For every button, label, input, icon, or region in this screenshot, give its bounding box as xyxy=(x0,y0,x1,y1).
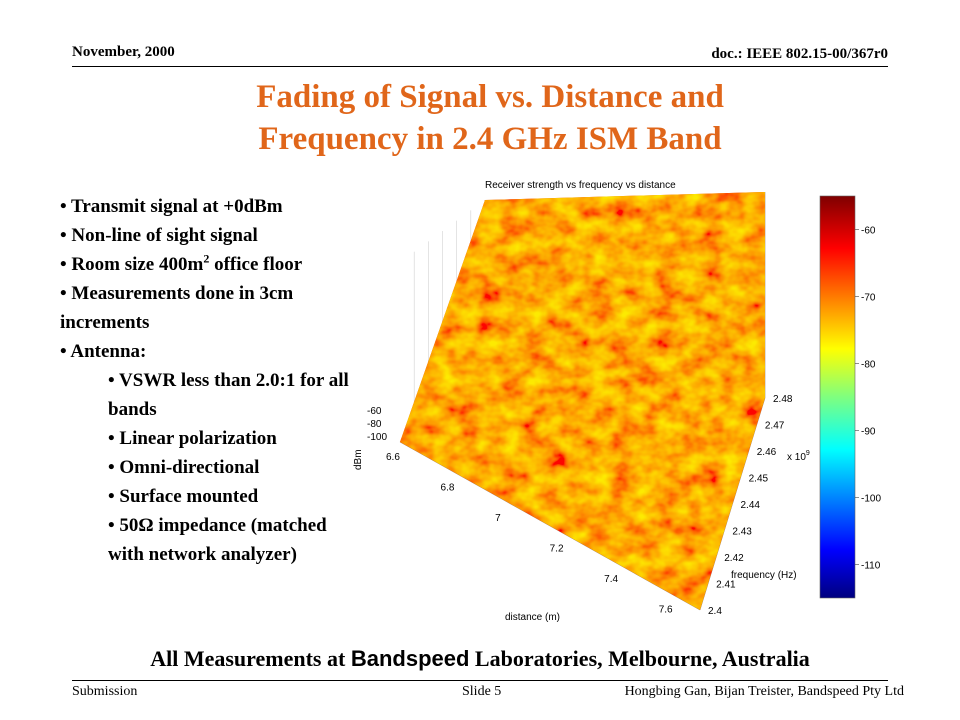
y-multiplier: x 109 xyxy=(787,450,810,463)
colorbar-tick-label: -110 xyxy=(861,561,881,572)
footer-rule xyxy=(72,680,888,681)
y-tick-label: 2.42 xyxy=(724,553,744,564)
x-tick-label: 7.4 xyxy=(604,574,618,585)
footer-authors: Hongbing Gan, Bijan Treister, Bandspeed … xyxy=(624,684,904,699)
bullet-room-size: • Room size 400m2 office floor xyxy=(60,250,360,279)
surface-chart: Receiver strength vs frequency vs distan… xyxy=(353,180,881,623)
z-axis-label: dBm xyxy=(353,449,364,470)
colorbar-tick-label: -90 xyxy=(861,427,876,438)
x-tick-label: 7 xyxy=(495,513,501,524)
x-tick-label: 7.2 xyxy=(550,544,564,555)
bullet-list: • Transmit signal at +0dBm • Non-line of… xyxy=(60,192,360,569)
footer-slide-number: Slide 5 xyxy=(462,684,502,699)
note-pre: All Measurements at xyxy=(150,646,351,671)
y-tick-label: 2.47 xyxy=(765,421,785,432)
colorbar-tick-label: -100 xyxy=(861,494,881,505)
z-tick-label: -80 xyxy=(367,419,382,430)
bullet-antenna: • Antenna: xyxy=(60,341,147,362)
sub-bullet-polarization: • Linear polarization xyxy=(108,428,277,449)
bullet-increments: • Measurements done in 3cm increments xyxy=(60,283,294,333)
bullet-nlos: • Non-line of sight signal xyxy=(60,225,258,246)
title-line-2: Frequency in 2.4 GHz ISM Band xyxy=(258,121,722,157)
colorbar-tick-label: -60 xyxy=(861,226,876,237)
footer-submission: Submission xyxy=(72,684,138,699)
y-tick-label: 2.48 xyxy=(773,394,793,405)
y-tick-label: 2.43 xyxy=(732,527,752,538)
z-tick-label: -100 xyxy=(367,432,387,443)
z-tick-label: -60 xyxy=(367,406,382,417)
z-tick-labels: -60 -80 -100 xyxy=(367,406,387,443)
colorbar xyxy=(819,195,856,599)
colorbar-tick-label: -80 xyxy=(861,360,876,371)
note-post: Laboratories, Melbourne, Australia xyxy=(469,646,810,671)
header-doc-id: doc.: IEEE 802.15-00/367r0 xyxy=(711,46,888,62)
chart-title: Receiver strength vs frequency vs distan… xyxy=(485,180,676,191)
signal-surface xyxy=(400,192,765,610)
x-tick-labels: 6.6 6.8 7 7.2 7.4 7.6 xyxy=(386,452,673,616)
x-axis-label: distance (m) xyxy=(505,612,560,623)
colorbar-tick-labels: -60 -70 -80 -90 -100 -110 xyxy=(855,226,881,572)
sub-bullet-vswr: • VSWR less than 2.0:1 for all bands xyxy=(108,370,349,420)
sub-bullet-impedance: • 50Ω impedance (matched with network an… xyxy=(108,515,327,565)
room-size-text: • Room size 400m xyxy=(60,254,204,275)
x-tick-label: 6.6 xyxy=(386,452,400,463)
sub-bullet-surface: • Surface mounted xyxy=(108,486,259,507)
colorbar-tick-label: -70 xyxy=(861,293,876,304)
brand-name: Bandspeed xyxy=(350,646,470,671)
y-tick-label: 2.44 xyxy=(741,500,761,511)
sub-bullet-omni: • Omni-directional xyxy=(108,457,260,478)
x-tick-label: 6.8 xyxy=(441,483,455,494)
y-tick-label: 2.46 xyxy=(757,447,777,458)
y-tick-label: 2.41 xyxy=(716,580,736,591)
y-axis-label: frequency (Hz) xyxy=(731,570,797,581)
measurements-note: All Measurements at Bandspeed Laboratori… xyxy=(0,646,960,672)
x-tick-label: 7.6 xyxy=(659,605,673,616)
room-size-text-end: office floor xyxy=(209,254,303,275)
y-multiplier-exponent: 9 xyxy=(806,450,810,457)
header-date: November, 2000 xyxy=(72,44,175,60)
slide-title: Fading of Signal vs. Distance and Freque… xyxy=(150,76,830,160)
y-tick-label: 2.4 xyxy=(708,606,722,617)
y-tick-label: 2.45 xyxy=(749,474,769,485)
bullet-transmit: • Transmit signal at +0dBm xyxy=(60,196,283,217)
room-size-superscript: 2 xyxy=(203,251,210,266)
y-tick-labels: 2.4 2.41 2.42 2.43 2.44 2.45 2.46 2.47 2.48 xyxy=(708,394,793,617)
y-multiplier-base: x 10 xyxy=(787,452,806,463)
header-rule xyxy=(72,66,888,67)
title-line-1: Fading of Signal vs. Distance and xyxy=(256,79,724,115)
